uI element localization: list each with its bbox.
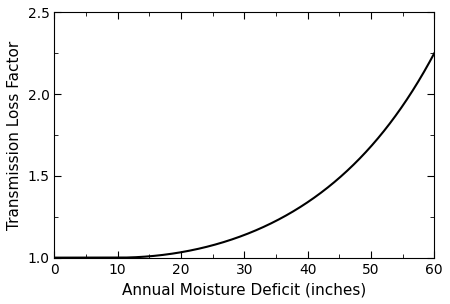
- Y-axis label: Transmission Loss Factor: Transmission Loss Factor: [7, 40, 22, 230]
- X-axis label: Annual Moisture Deficit (inches): Annual Moisture Deficit (inches): [122, 282, 366, 297]
